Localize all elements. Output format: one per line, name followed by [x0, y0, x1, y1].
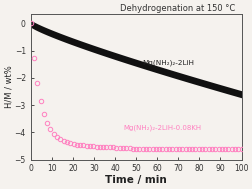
- Text: Dehydrogenation at 150 °C: Dehydrogenation at 150 °C: [119, 4, 234, 13]
- Text: Mg(NH₂)₂-2LiH-0.08KH: Mg(NH₂)₂-2LiH-0.08KH: [123, 124, 201, 131]
- Y-axis label: H/M / wt%: H/M / wt%: [4, 65, 13, 108]
- X-axis label: Time / min: Time / min: [105, 175, 166, 185]
- Text: Mg(NH₂)₂-2LiH: Mg(NH₂)₂-2LiH: [142, 60, 194, 66]
